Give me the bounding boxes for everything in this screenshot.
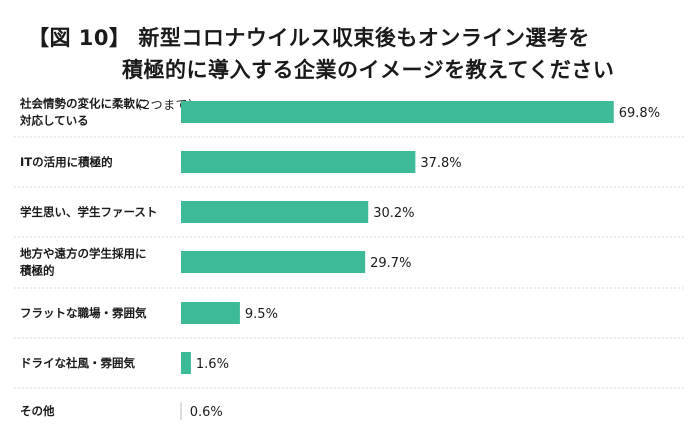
category-label-1: 対応している [19, 114, 89, 128]
category-label-5: フラットな職場・雰囲気 [20, 306, 147, 320]
value-label-2: 37.8% [420, 156, 461, 171]
value-label-5: 9.5% [245, 307, 278, 322]
value-label-4: 29.7% [370, 256, 411, 271]
bar-1 [181, 101, 614, 123]
value-label-6: 1.6% [196, 357, 229, 372]
bar-6 [181, 352, 191, 374]
bar-5 [181, 302, 240, 324]
bar-2 [181, 151, 416, 173]
title-line-1: 新型コロナウイルス収束後もオンライン選考を [138, 26, 590, 50]
title-line-2: 積極的に導入する企業のイメージを教えてください [122, 58, 615, 82]
category-label-1: 社会情勢の変化に柔軟に [19, 97, 147, 111]
title-prefix: 【図 10】 [28, 26, 131, 50]
value-label-1: 69.8% [619, 106, 660, 121]
category-label-2: ITの活用に積極的 [20, 155, 113, 169]
value-label-7: 0.6% [190, 405, 223, 420]
category-label-4: 地方や遠方の学生採用に [20, 247, 147, 261]
chart-title: 【図 10】 新型コロナウイルス収束後もオンライン選考を 積極的に導入する企業の… [28, 22, 688, 121]
category-label-7: その他 [20, 404, 55, 418]
value-label-3: 30.2% [373, 206, 414, 221]
bar-4 [181, 251, 366, 273]
category-label-6: ドライな社風・雰囲気 [20, 356, 135, 370]
category-label-4: 積極的 [19, 264, 55, 278]
bar-3 [181, 201, 369, 223]
category-label-3: 学生思い、学生ファースト [20, 205, 157, 219]
